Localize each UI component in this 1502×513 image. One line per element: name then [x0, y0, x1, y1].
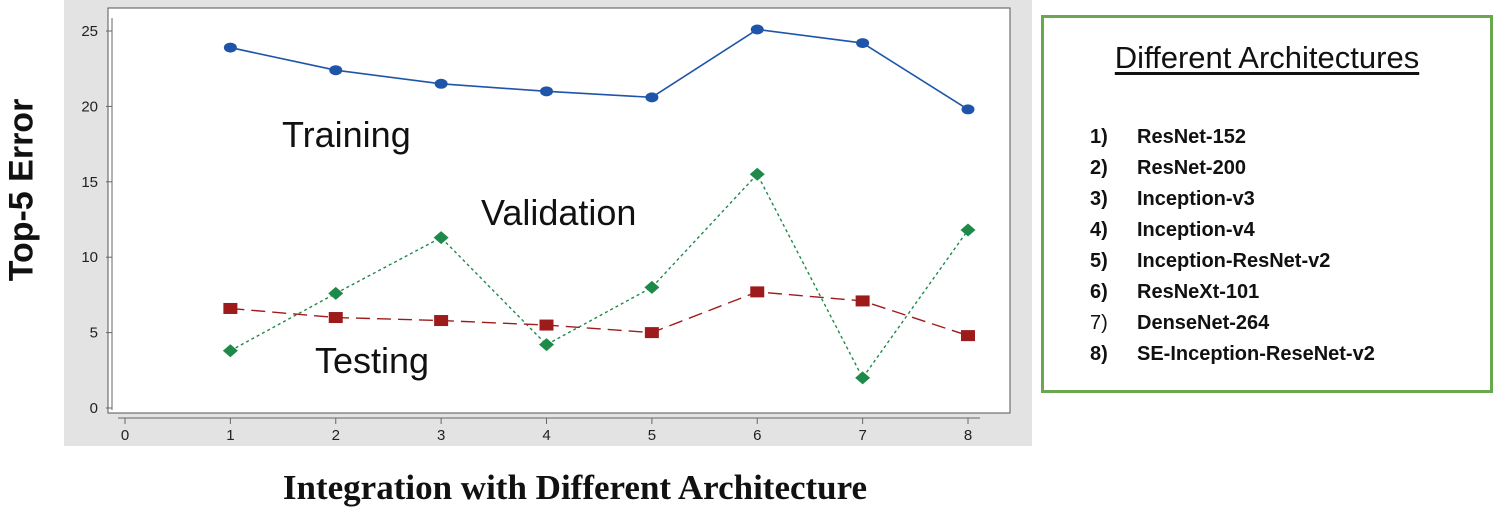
data-point-validation	[433, 231, 449, 245]
data-point-testing	[961, 330, 975, 342]
legend-item-number: 2)	[1090, 157, 1108, 179]
legend-item: 3) Inception-v3	[1090, 184, 1375, 215]
data-point-training	[223, 42, 237, 53]
legend-item: 6) ResNeXt-101	[1090, 277, 1375, 308]
series-markers	[222, 24, 976, 385]
series-label-validation: Validation	[481, 192, 636, 233]
data-point-validation	[855, 371, 871, 385]
data-point-testing	[434, 315, 449, 327]
legend-item-label: ResNet-152	[1137, 126, 1246, 148]
y-tick-label: 0	[90, 400, 98, 417]
y-tick-label: 10	[81, 249, 98, 266]
y-axis-title-container: Top-5 Error	[2, 70, 42, 310]
legend-item-number: 3)	[1090, 188, 1108, 210]
data-point-training	[329, 65, 343, 76]
legend-item-label: Inception-v3	[1137, 188, 1255, 210]
x-tick-label: 2	[332, 427, 340, 444]
legend-item-label: ResNeXt-101	[1137, 281, 1260, 303]
y-tick-label: 5	[90, 325, 98, 342]
legend-item-number: 4)	[1090, 219, 1108, 241]
data-point-validation	[539, 338, 554, 352]
x-axis-title: Integration with Different Architecture	[282, 468, 868, 507]
series-label-training: Training	[282, 114, 411, 155]
legend-item: 7) DenseNet-264	[1090, 308, 1375, 339]
legend-item-label: Inception-v4	[1137, 219, 1255, 241]
legend-item-number: 7)	[1090, 312, 1108, 334]
x-tick-label: 4	[542, 427, 550, 444]
y-axis-title: Top-5 Error	[2, 98, 41, 282]
y-tick-label: 15	[81, 174, 98, 191]
data-point-testing	[855, 295, 870, 307]
data-point-training	[645, 92, 659, 103]
legend-item-label: ResNet-200	[1137, 157, 1246, 179]
legend-item: 1) ResNet-152	[1090, 122, 1375, 153]
x-tick-label: 3	[437, 427, 445, 444]
data-point-testing	[644, 327, 659, 339]
data-point-training	[856, 38, 870, 49]
x-tick-label: 8	[964, 427, 972, 444]
data-point-validation	[222, 344, 238, 358]
legend-list: 1) ResNet-152 2) ResNet-200 3) Inception-v3…	[1090, 122, 1375, 370]
data-point-training	[434, 78, 448, 89]
series-lines	[230, 28, 969, 380]
x-tick-label: 0	[121, 427, 129, 444]
data-point-validation	[328, 286, 344, 300]
data-point-validation	[960, 223, 976, 237]
legend-item-label: SE-Inception-ReseNet-v2	[1137, 343, 1375, 365]
plot-area	[107, 7, 1011, 414]
legend-item-label: Inception-ResNet-v2	[1137, 250, 1331, 272]
y-tick-label: 25	[81, 23, 98, 40]
series-line-validation	[230, 173, 969, 380]
x-tick-label: 7	[858, 427, 866, 444]
legend-item: 5) Inception-ResNet-v2	[1090, 246, 1375, 277]
legend-item: 8) SE-Inception-ReseNet-v2	[1090, 339, 1375, 370]
data-point-training	[961, 104, 975, 115]
series-line-testing	[230, 291, 969, 337]
data-point-testing	[223, 302, 238, 314]
architecture-legend: Different Architectures 1) ResNet-152 2) R…	[1041, 15, 1493, 393]
legend-item-number: 5)	[1090, 250, 1108, 272]
series-label-testing: Testing	[315, 340, 429, 381]
legend-item-number: 8)	[1090, 343, 1108, 365]
x-tick-label: 5	[648, 427, 656, 444]
legend-item-label: DenseNet-264	[1137, 312, 1270, 334]
legend-item: 4) Inception-v4	[1090, 215, 1375, 246]
data-point-validation	[749, 167, 765, 181]
data-point-training	[540, 86, 553, 97]
legend-title: Different Architectures	[1114, 40, 1420, 75]
x-tick-label: 6	[753, 427, 761, 444]
legend-item-number: 6)	[1090, 281, 1108, 303]
data-point-testing	[750, 286, 765, 298]
y-tick-label: 20	[81, 98, 98, 115]
data-point-testing	[539, 319, 554, 331]
data-point-training	[750, 24, 764, 35]
legend-item: 2) ResNet-200	[1090, 153, 1375, 184]
data-point-testing	[328, 312, 343, 324]
axes: 0 1 2 3 4 5 6 7 8 0 5 10 15 20 25	[81, 18, 980, 444]
series-line-training	[230, 28, 969, 111]
legend-item-number: 1)	[1090, 126, 1108, 148]
data-point-validation	[644, 280, 660, 294]
x-tick-label: 1	[226, 427, 234, 444]
